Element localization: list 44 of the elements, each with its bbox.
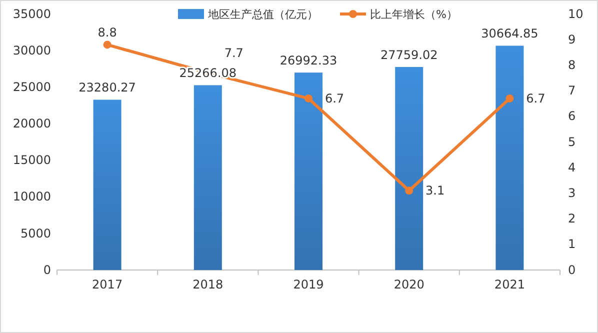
point — [304, 94, 312, 102]
x-tick-label: 2017 — [92, 278, 123, 292]
y2-tick-label: 5 — [568, 134, 576, 149]
y2-tick-label: 1 — [568, 237, 576, 252]
bar — [496, 46, 524, 270]
legend-label: 地区生产总值（亿元） — [207, 8, 318, 21]
y-tick-label: 0 — [43, 262, 51, 277]
y-tick-label: 25000 — [12, 80, 51, 94]
point — [506, 94, 514, 102]
y-tick-label: 15000 — [12, 153, 51, 168]
y2-tick-label: 6 — [568, 109, 576, 124]
data-label: 26992.33 — [280, 54, 338, 68]
data-label: 8.8 — [98, 26, 117, 40]
y2-tick-label: 10 — [568, 6, 584, 21]
point — [405, 186, 414, 195]
y-tick-label: 35000 — [12, 6, 51, 21]
x-tick-label: 2020 — [394, 278, 424, 292]
data-label: 30664.85 — [481, 26, 538, 41]
data-label: 6.7 — [324, 91, 344, 106]
x-tick-label: 2019 — [293, 278, 324, 292]
y-tick-label: 20000 — [12, 116, 51, 131]
legend-label: 比上年增长（%） — [370, 8, 458, 21]
point — [103, 40, 112, 49]
bar — [395, 66, 424, 270]
y-tick-label: 30000 — [12, 43, 51, 58]
x-tick-label: 2018 — [192, 278, 224, 292]
y2-tick-label: 9 — [568, 32, 576, 46]
y2-tick-label: 2 — [568, 212, 576, 226]
y2-tick-label: 4 — [568, 160, 576, 174]
y2-tick-label: 0 — [568, 262, 576, 277]
y-tick-label: 10000 — [12, 190, 51, 204]
x-tick-label: 2021 — [494, 278, 525, 292]
bar — [93, 100, 122, 270]
data-label: 23280.27 — [78, 80, 136, 95]
data-label: 7.7 — [224, 46, 244, 60]
y2-tick-label: 3 — [568, 186, 576, 200]
data-label: 6.7 — [526, 91, 546, 106]
data-label: 3.1 — [426, 184, 445, 198]
y2-tick-label: 8 — [568, 58, 576, 72]
y2-tick-label: 7 — [568, 84, 576, 98]
bar — [294, 72, 322, 270]
y-tick-label: 5000 — [20, 226, 51, 240]
data-label: 27759.02 — [380, 48, 438, 62]
bar — [194, 85, 222, 270]
